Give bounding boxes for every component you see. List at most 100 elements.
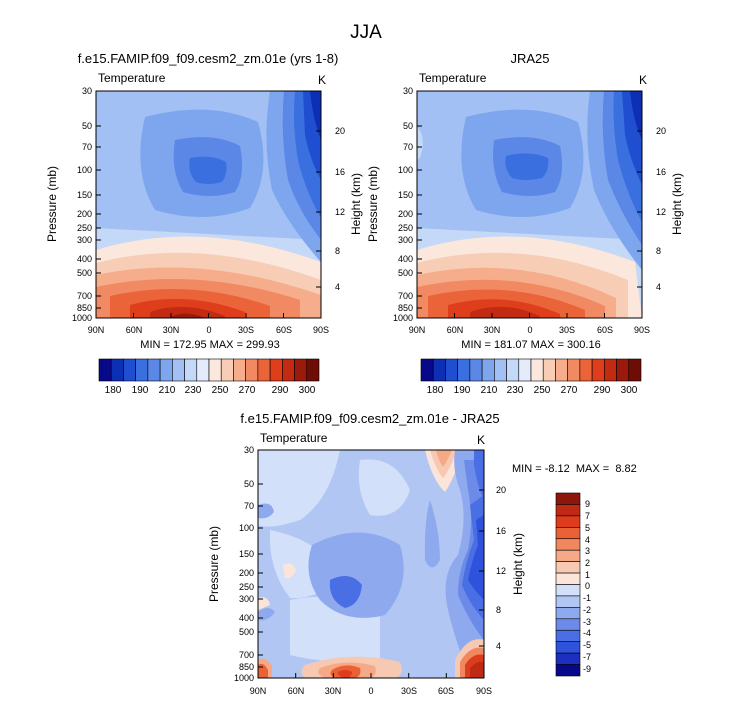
y-tick-label: 100	[239, 523, 254, 533]
colorbar-swatch	[530, 358, 544, 382]
y-tick-label: 150	[77, 190, 92, 200]
colorbar-label: 300	[621, 385, 638, 396]
y-right-tick-label: 4	[656, 282, 661, 292]
y-tick-label: 300	[77, 235, 92, 245]
y-tick-label: 500	[398, 268, 413, 278]
y-tick-label: 200	[398, 209, 413, 219]
colorbar-swatch	[184, 358, 198, 382]
x-tick-label: 60S	[276, 325, 292, 335]
x-tick-label: 90N	[409, 325, 426, 335]
y-axis-right: 20 16 12 8 4	[316, 126, 345, 292]
colorbar-label: 7	[585, 511, 590, 521]
y-tick-label: 30	[82, 86, 92, 96]
units-label: K	[639, 73, 647, 87]
y-tick-label: 300	[398, 235, 413, 245]
colorbar-swatch	[555, 607, 581, 620]
y-tick-label: 70	[403, 142, 413, 152]
x-tick-label: 90S	[476, 686, 492, 696]
y-right-tick-label: 4	[335, 282, 340, 292]
colorbar-label: 300	[299, 385, 316, 396]
colorbar: 9 7 5 4 3 2 1 0 -1 -2 -3 -4 -5 -7 -9	[555, 492, 591, 677]
colorbar-swatches	[420, 358, 642, 382]
colorbar-swatch	[555, 595, 581, 608]
panel-title: f.e15.FAMIP.f09_f09.cesm2_zm.01e - JRA25	[240, 411, 499, 426]
colorbar-swatch	[420, 358, 434, 382]
colorbar-swatch	[555, 561, 581, 574]
colorbar-label: 250	[212, 385, 229, 396]
y-axis-title: Pressure (mb)	[45, 166, 59, 242]
x-tick-label: 30N	[484, 325, 501, 335]
colorbar-swatch	[616, 358, 630, 382]
y-right-tick-label: 20	[656, 126, 666, 136]
colorbar-label: 230	[185, 385, 202, 396]
colorbar-label: 180	[427, 385, 444, 396]
y-tick-label: 500	[239, 627, 254, 637]
y-axis-right: 20 16 12 8 4	[479, 485, 506, 651]
y-tick-label: 70	[244, 501, 254, 511]
colorbar-label: 230	[507, 385, 524, 396]
y-tick-label: 30	[403, 86, 413, 96]
colorbar-label: 4	[585, 535, 590, 545]
colorbar-label: 2	[585, 558, 590, 568]
colorbar-swatch	[135, 358, 149, 382]
colorbar-swatch	[542, 358, 556, 382]
y-tick-label: 250	[398, 223, 413, 233]
colorbar-label: -7	[583, 652, 591, 662]
colorbar-swatch	[469, 358, 483, 382]
colorbar-swatch	[282, 358, 295, 382]
colorbar-swatch	[159, 358, 173, 382]
colorbar-label: 180	[105, 385, 122, 396]
colorbar-swatch	[555, 641, 581, 654]
x-tick-label: 90S	[313, 325, 329, 335]
min-max-label: MIN = -8.12 MAX = 8.82	[512, 463, 637, 475]
colorbar-label: 210	[481, 385, 498, 396]
colorbar-label: -5	[583, 640, 591, 650]
colorbar-label: 210	[159, 385, 176, 396]
colorbar-swatch	[555, 358, 568, 382]
y-tick-label: 300	[239, 594, 254, 604]
colorbar-label: 270	[239, 385, 256, 396]
y-tick-label: 50	[82, 121, 92, 131]
colorbar-swatch	[555, 549, 581, 562]
colorbar-swatch	[196, 358, 210, 382]
colorbar-label: 3	[585, 546, 590, 556]
contour-fill	[417, 91, 642, 318]
colorbar-swatches	[555, 492, 581, 677]
y-right-tick-label: 20	[496, 485, 506, 495]
colorbar-swatch	[110, 358, 124, 382]
colorbar-swatch	[555, 515, 581, 528]
y-tick-label: 100	[77, 165, 92, 175]
colorbar-swatch	[567, 358, 581, 382]
contour-fill	[96, 91, 321, 318]
colorbar-swatch	[555, 504, 581, 517]
colorbar-swatch	[591, 358, 605, 382]
y-tick-label: 400	[77, 254, 92, 264]
x-tick-label: 30N	[163, 325, 180, 335]
y-tick-label: 500	[77, 268, 92, 278]
x-tick-label: 60S	[597, 325, 613, 335]
x-axis: 90N 60N 30N 0 30S 60S 90S	[88, 313, 329, 335]
colorbar-swatch	[172, 358, 185, 382]
panel-jra25: JRA25 Temperature K 30 50	[366, 51, 684, 396]
y-tick-label: 150	[398, 190, 413, 200]
colorbar-swatch	[432, 358, 446, 382]
y-tick-label: 50	[244, 479, 254, 489]
colorbar-label: 0	[585, 581, 590, 591]
y-tick-label: 70	[82, 142, 92, 152]
y-tick-label: 250	[239, 582, 254, 592]
x-axis: 90N 60N 30N 0 30S 60S 90S	[250, 673, 492, 696]
colorbar-label: -3	[583, 617, 591, 627]
y-tick-label: 850	[398, 303, 413, 313]
y-axis-right-title: Height (km)	[349, 173, 363, 235]
y-right-tick-label: 12	[656, 207, 666, 217]
y-tick-label: 700	[77, 291, 92, 301]
y-right-tick-label: 20	[335, 126, 345, 136]
y-axis-right: 20 16 12 8 4	[637, 126, 666, 292]
colorbar: 180 190 210 230 250 270 290 300	[98, 358, 320, 396]
variable-label: Temperature	[419, 71, 487, 85]
x-tick-label: 90N	[88, 325, 105, 335]
colorbar-swatch	[506, 358, 520, 382]
colorbar-swatch	[555, 618, 581, 631]
y-axis-left: 30 50 70 100 150 200 250 300 400 500 700…	[72, 86, 101, 323]
y-tick-label: 700	[398, 291, 413, 301]
